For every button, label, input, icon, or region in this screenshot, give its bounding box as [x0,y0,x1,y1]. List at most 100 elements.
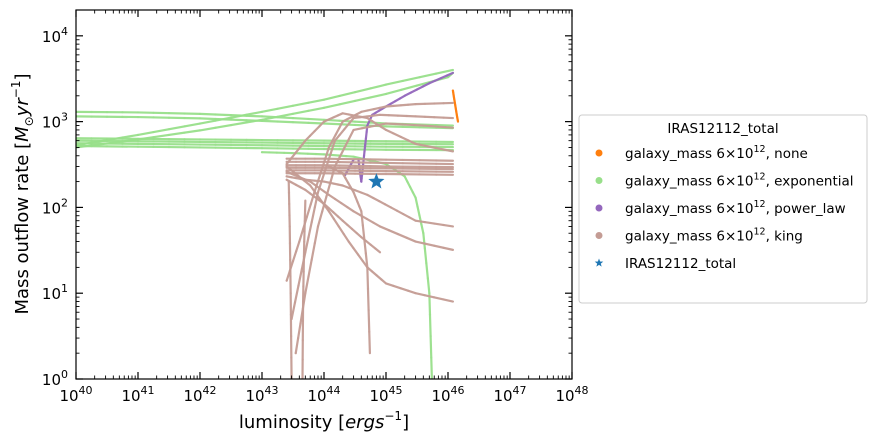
series-3-point [294,166,298,169]
series-1-point [307,141,310,145]
series-0-point [456,119,459,122]
series-3-point [352,116,355,120]
series-1-point [307,147,310,150]
series-3-point [366,116,369,120]
series-3-point [442,102,445,105]
series-1-point [291,104,295,107]
series-3-point [442,298,445,301]
legend: IRAS12112_total galaxy_mass 6×1012, none… [578,114,868,304]
series-3-point [384,128,388,132]
series-3-point [367,309,370,312]
series-3-point [325,195,328,198]
series-1-point [152,142,155,146]
series-3-point [369,167,372,170]
series-3-point [308,134,312,137]
series-1-point [214,126,217,129]
series-3-point [289,292,292,295]
series-1-point [338,94,341,98]
series-3-point [337,225,340,228]
series-3-point [418,167,421,170]
series-1-point [214,138,217,141]
y-axis-label: Mass outflow rate [M⊙yr−1] [9,73,36,314]
series-3-point [444,126,447,129]
series-3-point [414,115,417,118]
series-3-point [285,175,288,178]
series-1-point [152,137,155,141]
series-3-point [366,109,369,112]
series-3-point [383,203,387,206]
series-1-point [353,145,357,148]
series-1-point [105,115,109,118]
series-1-point [276,120,279,123]
series-1-point [136,145,140,148]
series-3-point [309,203,312,206]
series-1-point [416,205,419,208]
series-3-point [336,114,340,117]
series-3-point [313,195,316,198]
series-3-point [360,115,363,118]
series-3-point [289,258,292,261]
series-3-point [384,122,388,125]
series-1-point [369,96,372,99]
series-1-point [121,145,124,148]
series-1-point [214,146,217,149]
legend-label: galaxy_mass 6×1012, power_law [625,199,846,217]
legend-entries: galaxy_mass 6×1012, none galaxy_mass 6×10… [594,144,854,272]
series-3-point [412,123,416,127]
series-3-point [289,275,292,278]
series-3-point [304,164,307,167]
series-3-point [360,110,363,113]
series-3-point [305,215,308,219]
series-3-point [395,209,399,212]
series-3-point [327,146,331,149]
series-1-point [198,129,202,132]
series-3-point [313,172,316,175]
series-1-point [418,76,421,79]
series-3-point [347,122,351,125]
series-2-point [440,76,443,80]
series-3-point [313,190,317,194]
series-1-point [429,335,432,338]
series-1-point [338,119,341,122]
series-1-point [183,125,186,128]
series-3-point [387,114,390,117]
series-3-point [299,186,302,189]
series-1-point [418,214,421,217]
series-3-point [303,230,306,233]
series-3-point [435,167,438,170]
plot-area: 1040 1041 1042 1043 1044 1045 1046 1047 1048 100 1… [42,9,589,405]
series-1-point [275,151,278,154]
legend-marker [595,177,603,184]
series-3-point [316,191,320,194]
series-1-point [198,138,202,141]
series-3-point [378,113,382,116]
series-3-point [288,225,291,228]
series-3-point [347,186,350,189]
series-3-point [401,162,404,165]
series-3-point [300,267,303,271]
series-1-point [283,151,286,154]
series-3-point [285,170,288,173]
series-3-point [341,120,344,123]
series-1-point [291,139,295,142]
series-3-point [392,104,395,108]
series-1-point [425,262,428,265]
series-1-point [418,140,421,143]
series-2-point [367,121,370,124]
series-3-point [313,179,316,182]
series-3-point [327,210,331,213]
series-3-point [361,224,364,227]
series-3-point [327,181,330,184]
series-1-point [105,145,109,148]
series-2-point [422,85,425,88]
series-2-point [415,88,419,91]
series-3-point [399,135,402,139]
series-1-point [152,140,155,143]
series-3-point [352,210,355,213]
series-1-point [307,109,310,112]
series-1-point [401,140,404,143]
series-1-point [121,115,124,118]
series-3-point [313,164,316,167]
series-3-point [301,319,305,322]
series-1-point [369,142,372,145]
